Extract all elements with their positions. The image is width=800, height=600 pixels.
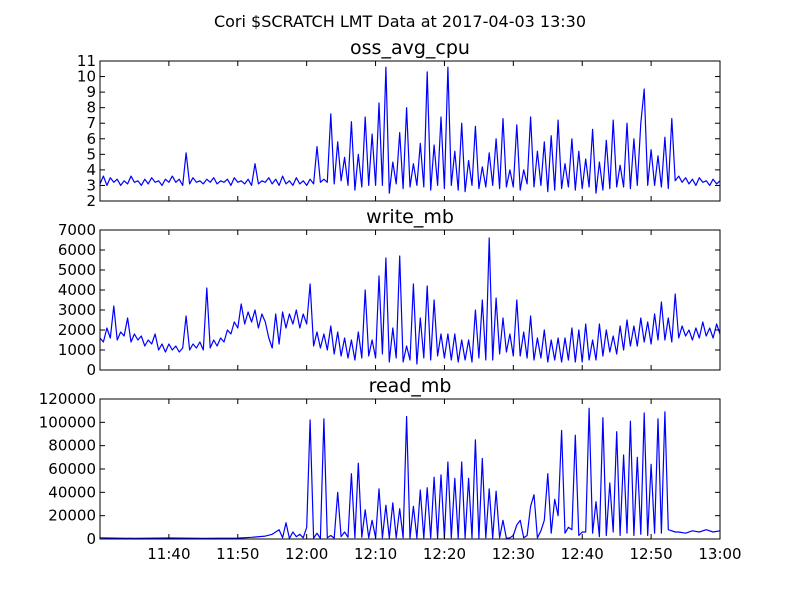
y-tick-label: 5 <box>86 145 96 163</box>
y-tick-label: 60000 <box>48 460 96 478</box>
y-tick-label: 5000 <box>58 261 96 279</box>
x-tick-label: 13:00 <box>698 545 741 563</box>
y-tick-label: 40000 <box>48 483 96 501</box>
oss_avg_cpu-series-line <box>99 66 721 194</box>
x-tick-label: 12:40 <box>561 545 604 563</box>
y-tick-label: 20000 <box>48 507 96 525</box>
y-tick-label: 0 <box>86 361 96 379</box>
y-tick-label: 10 <box>77 68 96 86</box>
write_mb-series-line <box>99 237 721 365</box>
x-tick-label: 11:40 <box>147 545 190 563</box>
read_mb-series-line <box>99 407 721 539</box>
figure-title: Cori $SCRATCH LMT Data at 2017-04-03 13:… <box>214 12 586 31</box>
x-tick-label: 12:20 <box>423 545 466 563</box>
panel-write_mb: write_mb 0 1000 2000 3000 4000 5000 6000 7000 <box>58 206 721 379</box>
y-tick-label: 11 <box>77 52 96 70</box>
y-tick-label: 4000 <box>58 281 96 299</box>
y-tick-label: 3 <box>86 176 96 194</box>
y-tick-label: 80000 <box>48 437 96 455</box>
y-tick-label: 3000 <box>58 301 96 319</box>
x-tick-label: 11:50 <box>216 545 259 563</box>
x-tick-label: 12:50 <box>629 545 672 563</box>
x-tick-label: 12:10 <box>354 545 397 563</box>
panel-title: oss_avg_cpu <box>350 37 470 59</box>
y-tick-label: 4 <box>86 161 96 179</box>
panel-read_mb: read_mb 0 20000 40000 60000 80000 100000 120000… <box>39 375 742 563</box>
y-tick-label: 120000 <box>39 390 96 408</box>
y-tick-label: 7000 <box>58 221 96 239</box>
panel-title: write_mb <box>366 206 454 228</box>
y-tick-label: 6 <box>86 130 96 148</box>
y-tick-label: 9 <box>86 83 96 101</box>
y-tick-label: 6000 <box>58 241 96 259</box>
y-tick-label: 7 <box>86 114 96 132</box>
x-tick-label: 12:00 <box>285 545 328 563</box>
y-tick-label: 0 <box>86 530 96 548</box>
plot-frame <box>99 229 721 371</box>
y-tick-label: 100000 <box>39 413 96 431</box>
y-tick-label: 2 <box>86 192 96 210</box>
y-tick-label: 2000 <box>58 321 96 339</box>
plot-frame <box>99 60 721 202</box>
y-tick-label: 1000 <box>58 341 96 359</box>
y-tick-label: 8 <box>86 99 96 117</box>
x-tick-label: 12:30 <box>492 545 535 563</box>
panel-title: read_mb <box>369 375 452 397</box>
